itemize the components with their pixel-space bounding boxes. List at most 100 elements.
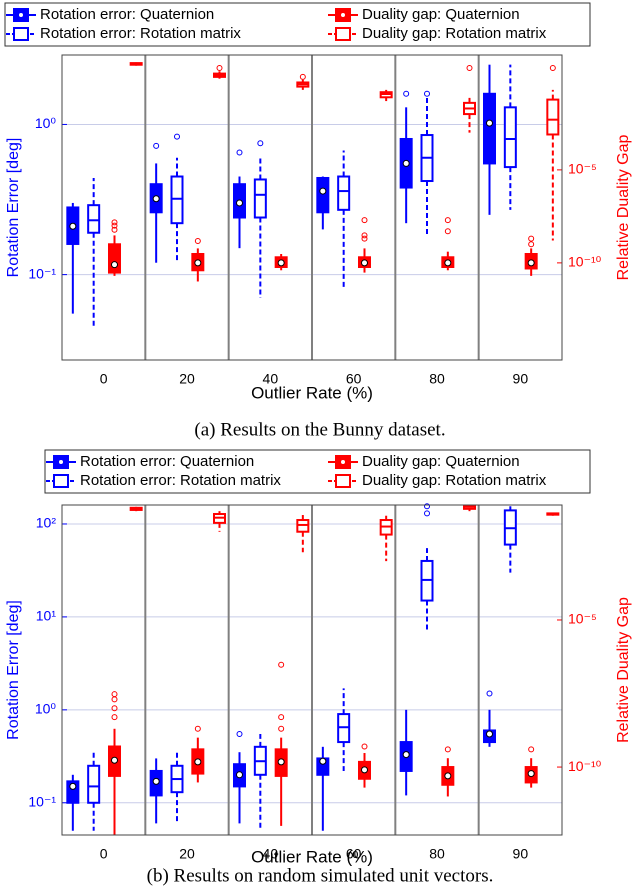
outlier	[361, 232, 368, 239]
x-tick-label: 20	[179, 371, 195, 387]
box	[546, 98, 560, 136]
median	[319, 757, 327, 765]
y2-axis-label: Relative Duality Gap	[615, 597, 632, 743]
legend-box	[335, 474, 351, 488]
outlier	[299, 73, 306, 80]
legend-label: Duality gap: Rotation matrix	[362, 25, 547, 42]
legend-median	[19, 13, 23, 17]
outlier	[111, 219, 118, 226]
median	[402, 159, 410, 167]
x-tick-label: 90	[513, 371, 529, 387]
legend-frame	[4, 2, 591, 47]
outlier	[486, 690, 493, 697]
x-tick-label: 60	[346, 371, 362, 387]
median	[277, 758, 285, 766]
x-tick-label: 40	[263, 846, 279, 862]
legend-frame	[44, 449, 591, 494]
outlier	[424, 503, 430, 510]
legend-label: Rotation error: Rotation matrix	[80, 472, 281, 489]
outlier	[174, 133, 180, 140]
median	[486, 119, 493, 127]
outlier	[424, 510, 430, 517]
legend-label: Duality gap: Quaternion	[362, 453, 520, 470]
outlier	[111, 705, 118, 712]
y2-tick-label: 10⁻¹⁰	[568, 254, 602, 270]
outlier	[216, 65, 223, 72]
legend-box	[13, 27, 29, 41]
plot-border	[61, 504, 563, 836]
legend-box	[335, 27, 351, 41]
outlier	[444, 228, 451, 235]
outlier	[111, 226, 118, 233]
y-tick-label: 10¹	[36, 608, 57, 624]
median	[361, 259, 368, 267]
x-tick-label: 80	[429, 371, 445, 387]
median	[69, 782, 77, 790]
x-tick-label: 0	[100, 846, 108, 862]
y-tick-label: 10²	[36, 515, 57, 531]
y-tick-label: 10⁰	[35, 115, 57, 131]
outlier	[194, 237, 201, 244]
y-tick-label: 10⁻¹	[28, 265, 56, 281]
outlier	[236, 730, 243, 737]
y-tick-label: 10⁻¹	[28, 793, 56, 809]
caption: (a) Results on the Bunny dataset.	[194, 419, 445, 440]
x-axis-label: Outlier Rate (%)	[251, 847, 373, 866]
median	[486, 730, 493, 738]
legend-label: Duality gap: Rotation matrix	[362, 472, 547, 489]
box	[503, 106, 517, 169]
median	[527, 259, 535, 267]
box	[253, 178, 267, 219]
legend-box	[53, 474, 69, 488]
box	[170, 175, 184, 225]
y2-tick-label: 10⁻¹⁰	[568, 758, 602, 774]
legend-median	[341, 460, 345, 464]
outlier	[111, 222, 118, 229]
outlier	[194, 725, 201, 732]
outlier	[361, 235, 368, 242]
legend-label: Duality gap: Quaternion	[362, 6, 520, 23]
outlier	[444, 217, 451, 224]
box	[87, 204, 101, 234]
median	[111, 756, 118, 764]
y2-tick-label: 10⁻⁵	[568, 611, 597, 627]
median	[361, 766, 368, 774]
caption: (b) Results on random simulated unit vec…	[147, 865, 494, 886]
median	[402, 751, 410, 759]
median	[277, 259, 285, 267]
outlier	[257, 140, 264, 147]
median	[236, 771, 243, 779]
x-tick-label: 0	[100, 371, 108, 387]
y-axis-label: Rotation Error [deg]	[5, 138, 22, 278]
median	[236, 199, 243, 207]
box	[483, 92, 496, 165]
legend-median	[59, 460, 63, 464]
outlier	[444, 746, 451, 753]
legend-label: Rotation error: Quaternion	[40, 6, 214, 23]
median	[152, 195, 160, 203]
x-axis-label: Outlier Rate (%)	[251, 383, 373, 402]
outlier	[236, 149, 243, 156]
outlier	[403, 90, 410, 97]
median	[319, 187, 327, 195]
outlier	[111, 691, 118, 698]
box	[66, 780, 80, 804]
box	[108, 243, 121, 274]
outlier	[278, 725, 285, 732]
legend-label: Rotation error: Rotation matrix	[40, 25, 241, 42]
y2-tick-label: 10⁻⁵	[568, 161, 597, 177]
box	[316, 176, 330, 214]
median	[194, 259, 202, 267]
y-axis-label: Rotation Error [deg]	[5, 600, 22, 740]
outlier	[111, 714, 118, 721]
box	[337, 175, 351, 211]
y2-axis-label: Relative Duality Gap	[615, 134, 632, 280]
outlier	[278, 714, 285, 721]
median	[444, 259, 452, 267]
outlier	[528, 746, 535, 753]
outlier	[278, 661, 285, 668]
box	[87, 764, 101, 804]
outlier	[153, 142, 160, 149]
